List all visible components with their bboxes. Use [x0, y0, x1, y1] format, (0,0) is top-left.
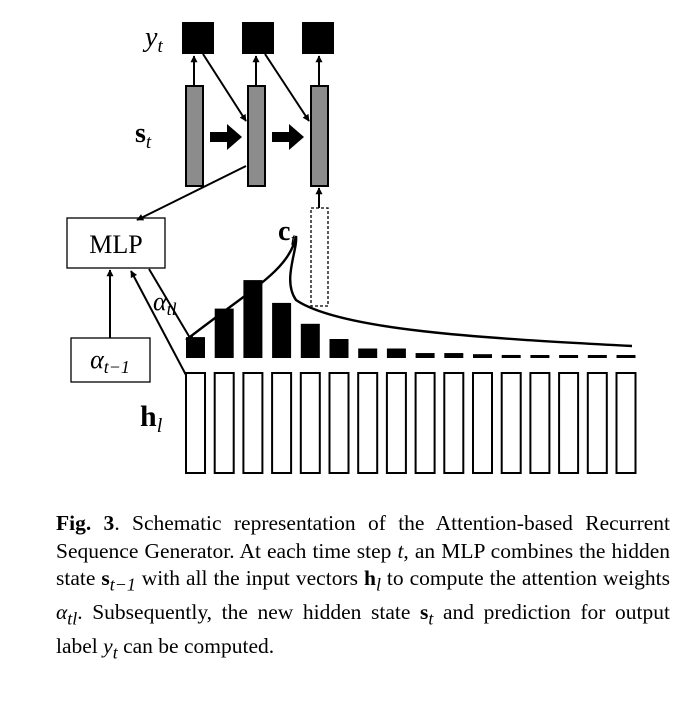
- attention-weight-bar: [587, 355, 607, 358]
- attention-weight-bar: [473, 354, 492, 358]
- attention-label: αtl: [153, 287, 177, 319]
- state-to-mlp-arrow: [136, 165, 247, 221]
- output-to-state-arrow: [264, 53, 310, 122]
- attention-weight-bar: [272, 302, 292, 358]
- inputs-to-mlp-arrow: [130, 270, 187, 376]
- attention-weight-bar: [559, 355, 579, 358]
- attention-diagram: MLP αt−1 yt st ct αtl hl: [66, 22, 637, 474]
- attention-weight-bar: [501, 354, 521, 358]
- input-vector-bar: [558, 372, 580, 474]
- attention-weight-bar: [616, 355, 636, 358]
- input-vector-bar: [299, 372, 321, 474]
- recurrent-arrow: [210, 124, 242, 150]
- output-square: [302, 22, 334, 54]
- figure-label: Fig. 3: [56, 511, 115, 535]
- mlp-label: MLP: [89, 230, 142, 259]
- mlp-to-attention-arrow: [148, 268, 194, 344]
- attention-weight-bar: [214, 308, 234, 358]
- input-vector-bar: [500, 372, 522, 474]
- output-label: yt: [142, 22, 163, 57]
- recurrent-arrow: [272, 124, 304, 150]
- mlp-box: [66, 217, 166, 269]
- input-vector-bar: [443, 372, 465, 474]
- attention-weight-bar: [243, 280, 263, 358]
- input-vector-bar: [185, 372, 206, 474]
- context-vector: [310, 207, 329, 307]
- input-vector-bar: [586, 372, 608, 474]
- attention-weight-bar: [358, 348, 378, 358]
- attention-weights: [186, 280, 636, 358]
- input-vector-bar: [213, 372, 235, 474]
- attention-weight-bar: [329, 339, 349, 358]
- attention-weight-bar: [300, 323, 320, 358]
- attention-weight-bar: [444, 353, 464, 358]
- attention-weight-bar: [186, 337, 205, 358]
- attention-weight-bar: [386, 348, 406, 358]
- attention-weight-bar: [530, 355, 550, 358]
- input-vectors: [185, 372, 637, 474]
- input-vector-bar: [615, 372, 637, 474]
- context-label: ct: [278, 216, 296, 251]
- input-vector-bar: [414, 372, 436, 474]
- input-vector-bar: [328, 372, 350, 474]
- inputs-label: hl: [140, 400, 163, 437]
- output-square: [182, 22, 214, 54]
- prev-attention-box: [70, 337, 151, 383]
- input-vector-bar: [242, 372, 264, 474]
- state-label: st: [135, 118, 152, 153]
- input-vector-bar: [271, 372, 293, 474]
- figure-caption: Fig. 3. Schematic representation of the …: [56, 511, 671, 662]
- context-sum-curve: [185, 235, 633, 348]
- input-vector-bar: [472, 372, 493, 474]
- output-to-state-arrow: [202, 53, 247, 122]
- input-vector-bar: [529, 372, 551, 474]
- prev-attention-label: αt−1: [90, 345, 130, 377]
- state-bar: [185, 85, 204, 187]
- state-bar: [310, 85, 329, 187]
- state-bar: [247, 85, 266, 187]
- attention-weight-bar: [415, 353, 435, 358]
- input-vector-bar: [357, 372, 379, 474]
- input-vector-bar: [385, 372, 407, 474]
- output-square: [242, 22, 274, 54]
